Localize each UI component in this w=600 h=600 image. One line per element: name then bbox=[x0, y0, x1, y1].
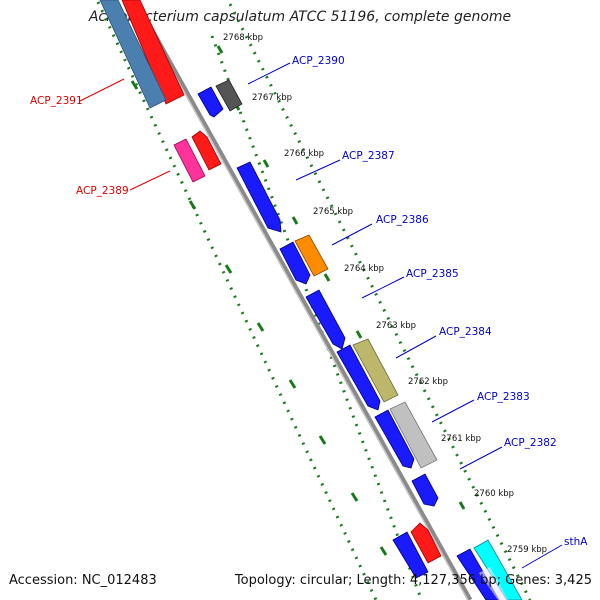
gene-label-acp-2387: ACP_2387 bbox=[342, 150, 395, 162]
kbp-label: 2763 kbp bbox=[376, 321, 416, 331]
kbp-label: 2762 kbp bbox=[408, 377, 448, 387]
gene-acp-2384[interactable] bbox=[336, 338, 399, 411]
gene-label-acp-2382: ACP_2382 bbox=[504, 437, 557, 449]
gene-acp-2390[interactable] bbox=[197, 79, 243, 118]
kbp-label: 2765 kbp bbox=[313, 207, 353, 217]
kbp-label: 2767 kbp bbox=[252, 93, 292, 103]
gene-near-bottom[interactable] bbox=[392, 522, 442, 579]
kbp-label: 2759 kbp bbox=[507, 545, 547, 555]
gene-label-acp-2386: ACP_2386 bbox=[376, 214, 429, 226]
gene-label-acp-2390: ACP_2390 bbox=[292, 55, 345, 67]
gene-acp-2382[interactable] bbox=[411, 473, 439, 507]
map-title: Acidobacterium capsulatum ATCC 51196, co… bbox=[88, 9, 512, 25]
label-leader-lines bbox=[79, 62, 563, 569]
gene-label-acp-2385: ACP_2385 bbox=[406, 268, 459, 280]
gene-acp-2389[interactable] bbox=[173, 130, 222, 183]
accession-text: Accession: NC_012483 bbox=[9, 573, 157, 588]
genome-backbone bbox=[132, 0, 473, 600]
gene-label-acp-2389: ACP_2389 bbox=[76, 185, 129, 197]
outer-tick-ring bbox=[96, 1, 532, 600]
gene-label-acp-2384: ACP_2384 bbox=[439, 326, 492, 338]
gene-acp-2385[interactable] bbox=[305, 289, 346, 350]
kbp-label: 2761 kbp bbox=[441, 434, 481, 444]
kbp-label: 2768 kbp bbox=[223, 33, 263, 43]
gene-label-acp-2391: ACP_2391 bbox=[30, 95, 83, 107]
gene-label-acp-2383: ACP_2383 bbox=[477, 391, 530, 403]
gene-acp-2386[interactable] bbox=[279, 234, 329, 285]
gene-acp-2383[interactable] bbox=[374, 401, 438, 469]
genome-summary-text: Topology: circular; Length: 4,127,356 bp… bbox=[234, 573, 592, 588]
kbp-label: 2766 kbp bbox=[284, 149, 324, 159]
kbp-tick-labels: 2768 kbp 2767 kbp 2766 kbp 2765 kbp 2764… bbox=[223, 33, 547, 555]
gene-label-stha: sthA bbox=[564, 536, 588, 548]
gene-acp-2387[interactable] bbox=[236, 161, 282, 233]
kbp-label: 2760 kbp bbox=[474, 489, 514, 499]
gene-labels: ACP_2391 ACP_2390 ACP_2389 ACP_2387 ACP_… bbox=[30, 55, 588, 548]
gene-acp-2391[interactable] bbox=[99, 0, 185, 109]
gene-stha[interactable] bbox=[456, 539, 523, 600]
kbp-label: 2764 kbp bbox=[344, 264, 384, 274]
